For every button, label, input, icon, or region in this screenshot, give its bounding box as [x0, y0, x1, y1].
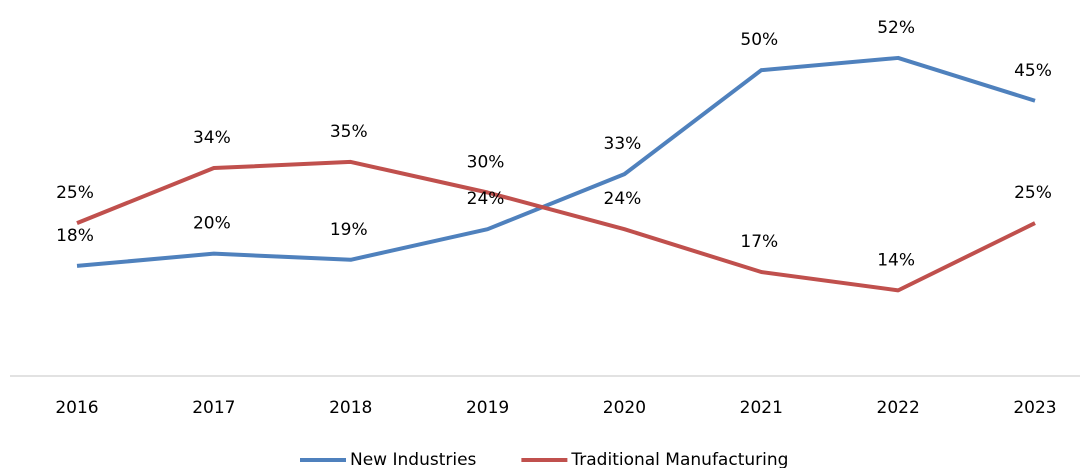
data-label: 25%	[1014, 183, 1052, 203]
data-label: 24%	[604, 189, 642, 209]
x-tick-label: 2019	[466, 398, 509, 418]
data-label: 19%	[330, 220, 368, 240]
x-tick-label: 2023	[1013, 398, 1056, 418]
data-label: 18%	[56, 226, 94, 246]
x-tick-label: 2020	[603, 398, 646, 418]
data-label: 45%	[1014, 61, 1052, 81]
x-tick-label: 2016	[55, 398, 98, 418]
data-label: 17%	[740, 232, 778, 252]
data-label: 33%	[604, 134, 642, 154]
data-label: 34%	[193, 128, 231, 148]
data-label: 35%	[330, 122, 368, 142]
series-line	[76, 159, 1036, 293]
legend-label: New Industries	[350, 450, 477, 468]
x-tick-label: 2018	[329, 398, 372, 418]
legend-label: Traditional Manufacturing	[570, 450, 788, 468]
data-label: 24%	[467, 189, 505, 209]
x-tick-label: 2022	[877, 398, 920, 418]
data-label: 52%	[877, 18, 915, 38]
data-label: 14%	[877, 250, 915, 270]
x-tick-label: 2021	[740, 398, 783, 418]
x-tick-label: 2017	[192, 398, 235, 418]
data-label: 50%	[740, 30, 778, 50]
data-label: 25%	[56, 183, 94, 203]
data-label: 20%	[193, 214, 231, 234]
series-line	[76, 55, 1036, 268]
data-label: 30%	[467, 153, 505, 173]
